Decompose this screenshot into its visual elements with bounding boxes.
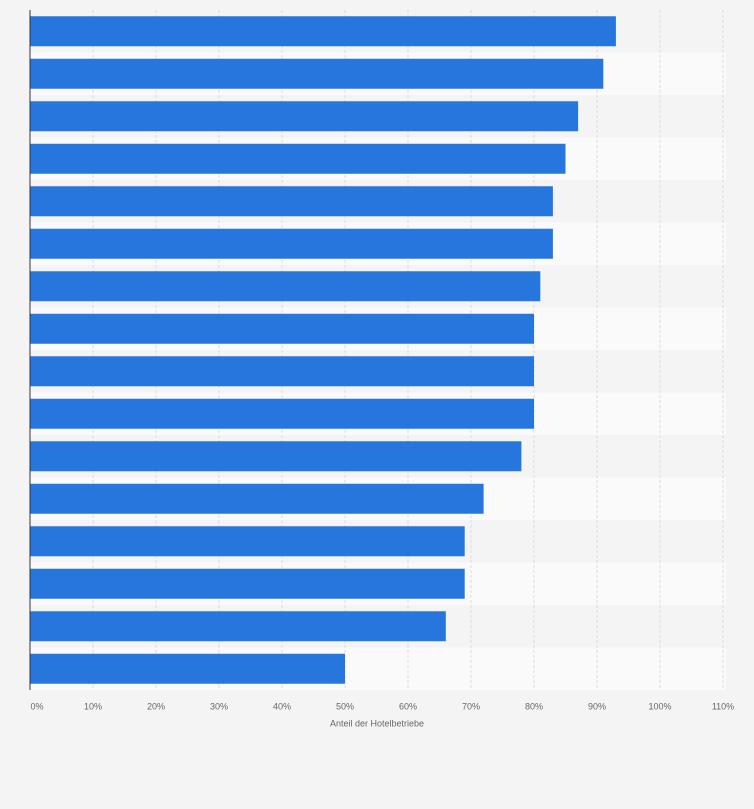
bar (30, 441, 522, 472)
x-axis-label: Anteil der Hotelbetriebe (330, 718, 424, 728)
x-tick-label: 80% (525, 701, 543, 711)
bar (30, 16, 616, 47)
x-tick-label: 110% (712, 701, 734, 711)
x-tick-label: 100% (648, 701, 671, 711)
bar (30, 58, 604, 89)
bar (30, 313, 534, 344)
bar (30, 568, 465, 599)
bar (30, 611, 446, 642)
x-tick-label: 20% (147, 701, 165, 711)
bar (30, 186, 553, 217)
x-tick-label: 40% (273, 701, 291, 711)
x-tick-label: 0% (30, 701, 43, 711)
bar (30, 398, 534, 429)
bar (30, 101, 579, 132)
x-tick-label: 10% (84, 701, 102, 711)
bar (30, 143, 566, 174)
bar (30, 526, 465, 557)
x-tick-label: 70% (462, 701, 480, 711)
bar (30, 228, 553, 259)
bar (30, 271, 541, 302)
x-tick-label: 90% (588, 701, 606, 711)
x-tick-label: 50% (336, 701, 354, 711)
bar (30, 653, 345, 684)
x-tick-label: 60% (399, 701, 417, 711)
bar (30, 356, 534, 387)
x-tick-label: 30% (210, 701, 228, 711)
bar (30, 483, 484, 514)
